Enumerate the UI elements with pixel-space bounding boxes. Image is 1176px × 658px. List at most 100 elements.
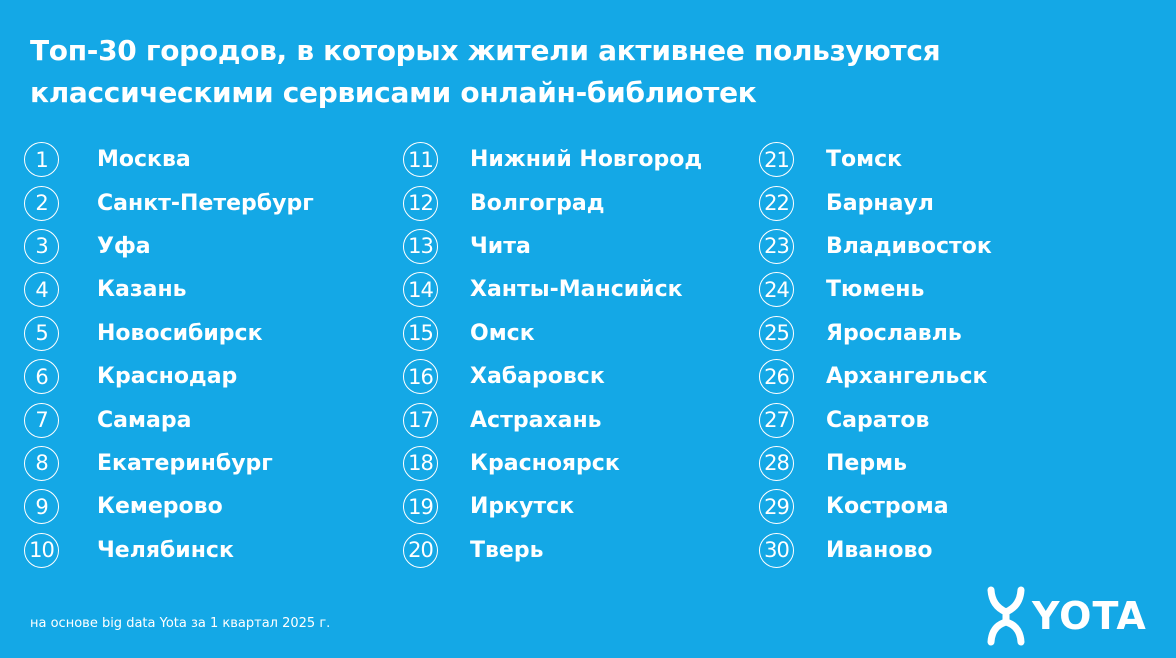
rank-number-badge: 30 — [759, 532, 794, 568]
ranking-row: 24 Тюмень — [759, 268, 992, 311]
city-name: Москва — [97, 147, 191, 173]
ranking-row: 14 Ханты-Мансийск — [403, 268, 702, 311]
rank-number-badge: 29 — [759, 489, 794, 525]
ranking-row: 21 Томск — [759, 138, 992, 181]
ranking-column-1: 1 Москва 2 Санкт-Петербург 3 Уфа 4 Казань 5 Новос… — [24, 138, 314, 572]
ranking-row: 16 Хабаровск — [403, 355, 702, 398]
city-name: Астрахань — [470, 407, 602, 433]
page-title: Топ-30 городов, в которых жители активне… — [30, 30, 1030, 114]
city-name: Кострома — [826, 494, 949, 520]
city-name: Самара — [97, 407, 192, 433]
ranking-row: 13 Чита — [403, 225, 702, 268]
city-name: Казань — [97, 277, 187, 303]
ranking-row: 7 Самара — [24, 398, 314, 441]
rank-number-badge: 16 — [403, 359, 438, 395]
city-name: Иваново — [826, 537, 933, 563]
city-name: Тверь — [470, 537, 544, 563]
rank-number-badge: 21 — [759, 142, 794, 178]
ranking-row: 5 Новосибирск — [24, 312, 314, 355]
title-line-2: классическими сервисами онлайн-библиотек — [30, 76, 757, 109]
rank-number-badge: 20 — [403, 532, 438, 568]
ranking-row: 29 Кострома — [759, 485, 992, 528]
ranking-row: 11 Нижний Новгород — [403, 138, 702, 181]
rank-number-badge: 12 — [403, 185, 438, 221]
city-name: Челябинск — [97, 537, 234, 563]
ranking-row: 3 Уфа — [24, 225, 314, 268]
city-name: Кемерово — [97, 494, 223, 520]
ranking-row: 28 Пермь — [759, 442, 992, 485]
rank-number-badge: 6 — [24, 359, 59, 395]
footnote: на основе big data Yota за 1 квартал 202… — [30, 616, 331, 631]
rank-number-badge: 8 — [24, 445, 59, 481]
ranking-row: 8 Екатеринбург — [24, 442, 314, 485]
rank-number-badge: 2 — [24, 185, 59, 221]
ranking-row: 6 Краснодар — [24, 355, 314, 398]
rank-number-badge: 28 — [759, 445, 794, 481]
rank-number-badge: 19 — [403, 489, 438, 525]
rank-number-badge: 10 — [24, 532, 59, 568]
ranking-row: 9 Кемерово — [24, 485, 314, 528]
rank-number-badge: 15 — [403, 315, 438, 351]
rank-number-badge: 9 — [24, 489, 59, 525]
ranking-row: 4 Казань — [24, 268, 314, 311]
ranking-row: 12 Волгоград — [403, 181, 702, 224]
city-name: Иркутск — [470, 494, 575, 520]
rank-number-badge: 1 — [24, 142, 59, 178]
ranking-row: 22 Барнаул — [759, 181, 992, 224]
city-name: Архангельск — [826, 364, 988, 390]
ranking-row: 2 Санкт-Петербург — [24, 181, 314, 224]
ranking-row: 15 Омск — [403, 312, 702, 355]
rank-number-badge: 3 — [24, 228, 59, 264]
yota-logo: YOTA — [986, 586, 1147, 646]
rank-number-badge: 17 — [403, 402, 438, 438]
rank-number-badge: 27 — [759, 402, 794, 438]
rank-number-badge: 4 — [24, 272, 59, 308]
city-name: Саратов — [826, 407, 930, 433]
ranking-column-2: 11 Нижний Новгород 12 Волгоград 13 Чита 14 Хант… — [403, 138, 702, 572]
city-name: Екатеринбург — [97, 450, 273, 476]
rank-number-badge: 18 — [403, 445, 438, 481]
city-name: Хабаровск — [470, 364, 605, 390]
city-name: Чита — [470, 233, 531, 259]
city-name: Барнаул — [826, 190, 934, 216]
ranking-row: 30 Иваново — [759, 529, 992, 572]
city-name: Новосибирск — [97, 320, 263, 346]
ranking-row: 17 Астрахань — [403, 398, 702, 441]
rank-number-badge: 14 — [403, 272, 438, 308]
rank-number-badge: 26 — [759, 359, 794, 395]
ranking-row: 10 Челябинск — [24, 529, 314, 572]
logo-wordmark: YOTA — [1032, 594, 1147, 638]
city-name: Тюмень — [826, 277, 925, 303]
city-name: Краснодар — [97, 364, 238, 390]
rank-number-badge: 24 — [759, 272, 794, 308]
yota-logo-icon — [987, 586, 1025, 646]
rank-number-badge: 11 — [403, 142, 438, 178]
city-name: Омск — [470, 320, 535, 346]
ranking-row: 19 Иркутск — [403, 485, 702, 528]
city-name: Томск — [826, 147, 903, 173]
rank-number-badge: 22 — [759, 185, 794, 221]
ranking-row: 20 Тверь — [403, 529, 702, 572]
city-name: Пермь — [826, 450, 907, 476]
rank-number-badge: 23 — [759, 228, 794, 264]
rank-number-badge: 5 — [24, 315, 59, 351]
city-name: Владивосток — [826, 233, 992, 259]
rank-number-badge: 13 — [403, 228, 438, 264]
ranking-row: 1 Москва — [24, 138, 314, 181]
ranking-row: 18 Красноярск — [403, 442, 702, 485]
rank-number-badge: 7 — [24, 402, 59, 438]
city-name: Санкт-Петербург — [97, 190, 314, 216]
city-name: Уфа — [97, 233, 151, 259]
city-name: Ярославль — [826, 320, 962, 346]
ranking-row: 23 Владивосток — [759, 225, 992, 268]
city-name: Красноярск — [470, 450, 620, 476]
title-line-1: Топ-30 городов, в которых жители активне… — [30, 34, 941, 67]
ranking-row: 25 Ярославль — [759, 312, 992, 355]
rank-number-badge: 25 — [759, 315, 794, 351]
ranking-row: 26 Архангельск — [759, 355, 992, 398]
city-name: Нижний Новгород — [470, 147, 703, 173]
ranking-column-3: 21 Томск 22 Барнаул 23 Владивосток 24 Тюмень 25 Я… — [759, 138, 992, 572]
city-name: Волгоград — [470, 190, 605, 216]
city-name: Ханты-Мансийск — [470, 277, 683, 303]
ranking-row: 27 Саратов — [759, 398, 992, 441]
